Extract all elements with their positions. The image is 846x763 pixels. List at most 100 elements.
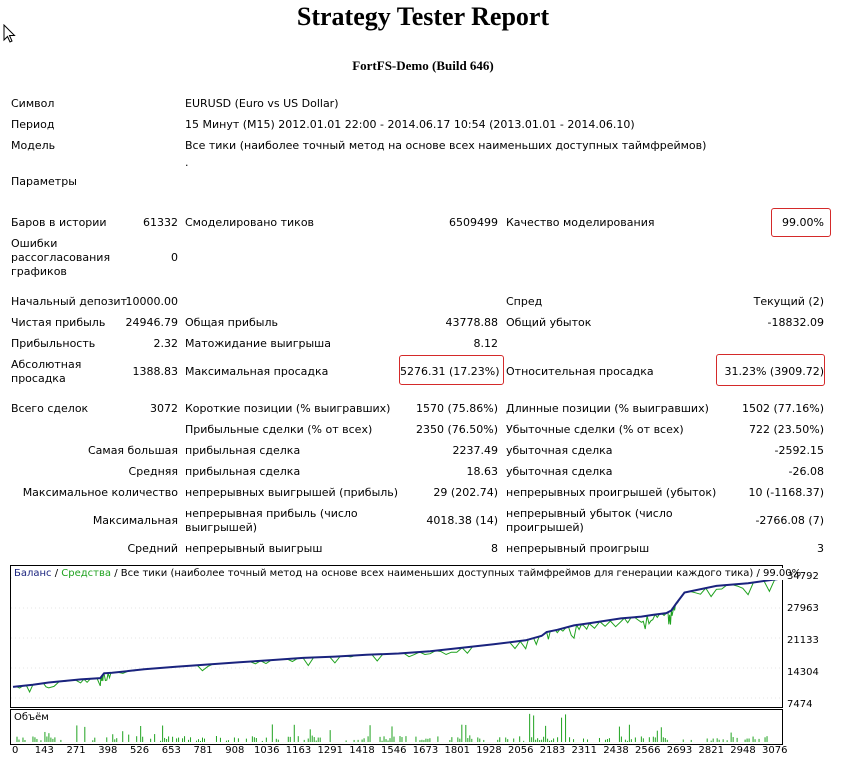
long-positions-label: Длинные позиции (% выигравших): [506, 402, 709, 415]
x-tick-label: 1163: [285, 745, 312, 756]
largest-label: Самая большая: [87, 444, 178, 457]
largest-loss-label: убыточная сделка: [506, 444, 613, 457]
report-subtitle: FortFS-Demo (Build 646): [352, 58, 494, 73]
total-trades-label: Всего сделок: [11, 402, 89, 415]
model-label: Модель: [11, 139, 56, 152]
short-positions-value: 1570 (75.86%): [415, 402, 498, 415]
bars-label: Баров в истории: [11, 216, 107, 229]
max-consecutive-losses-value: 10 (-1168.37): [748, 486, 824, 499]
volume-chart-frame: [10, 709, 783, 745]
quality-value: 99.00%: [782, 216, 824, 229]
profit-trades-label: Прибыльные сделки (% от всех): [185, 423, 373, 436]
x-tick-label: 526: [130, 745, 150, 756]
ticks-value: 6509499: [449, 216, 498, 229]
absolute-drawdown-value: 1388.83: [132, 365, 179, 378]
long-positions-value: 1502 (77.16%): [741, 402, 824, 415]
mouse-cursor-icon: [3, 24, 16, 43]
largest-profit-label: прибыльная сделка: [185, 444, 301, 457]
average-consecutive-label: Средний: [127, 542, 178, 555]
x-tick-label: 2566: [635, 745, 661, 756]
x-tick-label: 1928: [476, 745, 502, 756]
volume-label: Объём: [14, 712, 49, 723]
period-label: Период: [11, 118, 55, 131]
deposit-label: Начальный депозит: [11, 295, 127, 308]
average-consecutive-losses-value: 3: [817, 542, 824, 555]
short-positions-label: Короткие позиции (% выигравших): [185, 402, 391, 415]
maximal-consecutive-loss-label: непрерывный убыток (число проигрышей): [506, 507, 673, 534]
legend-separator: /: [51, 568, 62, 579]
legend-description: / Все тики (наиболее точный метод на осн…: [111, 568, 802, 579]
volume-chart: [16, 713, 768, 742]
average-consecutive-wins-value: 8: [491, 542, 498, 555]
balance-line: [12, 577, 781, 688]
expected-payoff-label: Матожидание выигрыша: [185, 337, 331, 350]
x-tick-label: 2821: [698, 745, 724, 756]
report-title: Strategy Tester Report: [296, 2, 550, 31]
gross-profit-value: 43778.88: [445, 316, 499, 329]
y-tick-label: 7474: [787, 699, 813, 710]
legend-balance: Баланс: [14, 568, 52, 579]
maximal-label: Максимальная: [92, 514, 178, 527]
quality-label: Качество моделирования: [506, 216, 655, 229]
average-profit-value: 18.63: [466, 465, 499, 478]
average-consecutive-wins-label: непрерывный выигрыш: [185, 542, 323, 555]
y-tick-label: 14304: [787, 667, 819, 678]
gross-profit-label: Общая прибыль: [185, 316, 278, 329]
maximal-consecutive-profit-value: 4018.38 (14): [426, 514, 498, 527]
errors-value: 0: [171, 251, 178, 264]
spread-label: Спред: [506, 295, 543, 308]
gross-loss-label: Общий убыток: [506, 316, 592, 329]
profit-factor-label: Прибыльность: [11, 337, 96, 350]
total-trades-value: 3072: [150, 402, 178, 415]
loss-trades-label: Убыточные сделки (% от всех): [506, 423, 684, 436]
maximal-consecutive-profit-label: непрерывная прибыль (число выигрышей): [185, 507, 358, 534]
x-tick-label: 143: [34, 745, 54, 756]
legend-equity: Средства: [61, 568, 112, 579]
max-drawdown-label: Максимальная просадка: [185, 365, 329, 378]
x-tick-label: 1418: [349, 745, 375, 756]
x-tick-label: 2693: [666, 745, 693, 756]
y-tick-label: 34792: [787, 571, 819, 582]
symbol-value: EURUSD (Euro vs US Dollar): [185, 97, 339, 110]
x-tick-label: 271: [66, 745, 86, 756]
x-tick-label: 2948: [730, 745, 756, 756]
x-tick-label: 781: [193, 745, 213, 756]
maximal-consecutive-loss-value: -2766.08 (7): [755, 514, 824, 527]
average-label: Средняя: [128, 465, 178, 478]
balance-chart: [11, 577, 781, 699]
gross-loss-value: -18832.09: [767, 316, 824, 329]
equity-line: [12, 579, 776, 694]
relative-drawdown-label: Относительная просадка: [506, 365, 654, 378]
average-loss-label: убыточная сделка: [506, 465, 613, 478]
max-consecutive-losses-label: непрерывных проигрышей (убыток): [506, 486, 717, 499]
params-label: Параметры: [11, 175, 77, 188]
x-tick-label: 2438: [603, 745, 629, 756]
x-tick-label: 398: [98, 745, 118, 756]
x-tick-label: 1801: [444, 745, 470, 756]
x-tick-label: 1673: [412, 745, 439, 756]
x-tick-label: 2183: [539, 745, 566, 756]
max-consecutive-wins-value: 29 (202.74): [433, 486, 498, 499]
loss-trades-value: 722 (23.50%): [748, 423, 824, 436]
chart-legend: Баланс / Средства / Все тики (наиболее т…: [14, 568, 802, 580]
average-profit-label: прибыльная сделка: [185, 465, 301, 478]
y-tick-label: 27963: [787, 603, 819, 614]
params-value: .: [185, 156, 189, 169]
x-tick-label: 1546: [381, 745, 407, 756]
y-tick-label: 21133: [787, 635, 819, 646]
x-tick-label: 1036: [254, 745, 280, 756]
period-value: 15 Минут (M15) 2012.01.01 22:00 - 2014.0…: [185, 118, 635, 131]
relative-drawdown-value: 31.23% (3909.72): [724, 365, 824, 378]
balance-chart-frame: [10, 565, 783, 708]
x-tick-label: 653: [161, 745, 181, 756]
x-tick-label: 908: [225, 745, 245, 756]
deposit-value: 10000.00: [125, 295, 179, 308]
x-tick-label: 2311: [571, 745, 597, 756]
max-count-label: Максимальное количество: [22, 486, 178, 499]
expected-payoff-value: 8.12: [473, 337, 499, 350]
profit-factor-value: 2.32: [153, 337, 179, 350]
ticks-label: Смоделировано тиков: [185, 216, 315, 229]
x-tick-label: 3076: [762, 745, 788, 756]
x-tick-label: 2056: [508, 745, 534, 756]
absolute-drawdown-label: Абсолютная просадка: [11, 358, 82, 385]
